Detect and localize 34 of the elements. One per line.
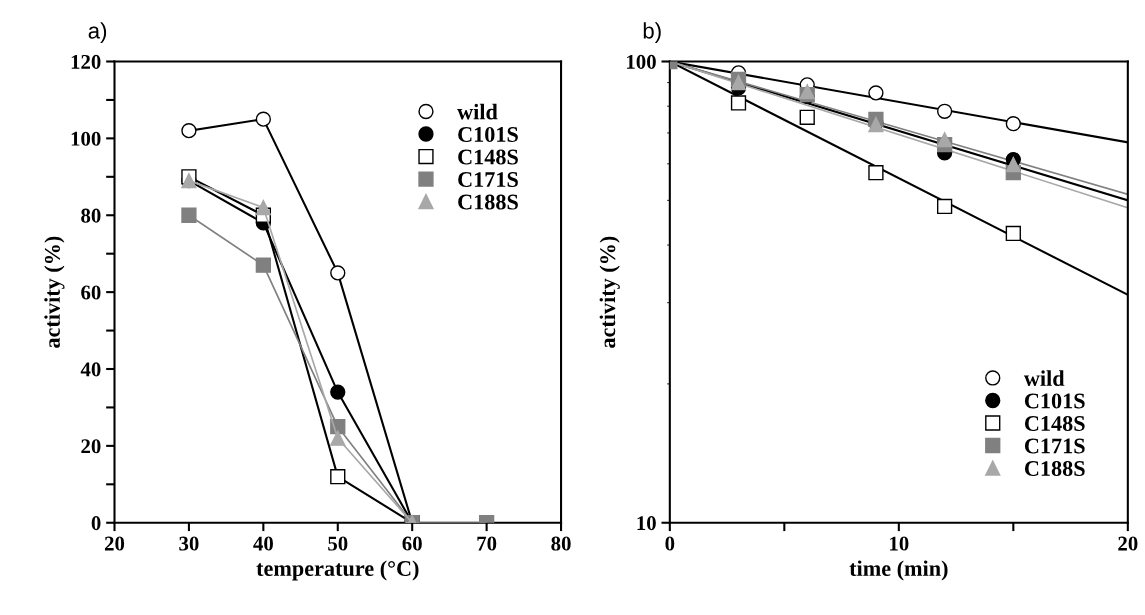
legend-label: C148S: [1024, 416, 1085, 431]
y-tick-label: 40: [80, 362, 101, 377]
legend-label: wild: [1023, 370, 1065, 386]
x-tick-label: 20: [1118, 536, 1138, 551]
x-tick-label: 10: [890, 536, 909, 551]
x-tick-label: 0: [665, 536, 675, 551]
legend-label: C171S: [458, 172, 518, 188]
legend-label: C171S: [1024, 438, 1085, 454]
x-axis-title: temperature (°C): [256, 560, 419, 581]
y-tick-label: 60: [81, 285, 101, 300]
y-tick-label: 100: [71, 131, 101, 146]
x-tick-label: 50: [328, 536, 348, 551]
x-tick-label: 20: [104, 536, 125, 551]
legend-label: C101S: [458, 127, 518, 143]
legend-label: wild: [457, 103, 498, 120]
x-axis-title: time (min): [849, 560, 948, 581]
y-tick-label: 120: [71, 54, 101, 69]
legend-label: C188S: [1024, 461, 1085, 477]
text: b): [643, 22, 661, 44]
x-tick-label: 80: [551, 536, 571, 551]
y-tick-label: 20: [81, 439, 101, 454]
y-axis-title: activity (%): [44, 236, 65, 348]
y-tick-label: 100: [627, 54, 656, 69]
text: a): [88, 22, 107, 44]
legend-label: C101S: [1024, 393, 1085, 409]
x-tick-label: 40: [253, 536, 273, 551]
y-tick-label: 0: [91, 516, 101, 531]
legend-label: C188S: [458, 194, 518, 210]
y-tick-label: 80: [81, 208, 101, 223]
legend-label: C148S: [458, 149, 518, 165]
x-tick-label: 60: [402, 536, 422, 551]
y-axis-title: activity (%): [599, 236, 620, 348]
x-tick-label: 30: [179, 536, 199, 551]
x-tick-label: 70: [477, 536, 497, 551]
